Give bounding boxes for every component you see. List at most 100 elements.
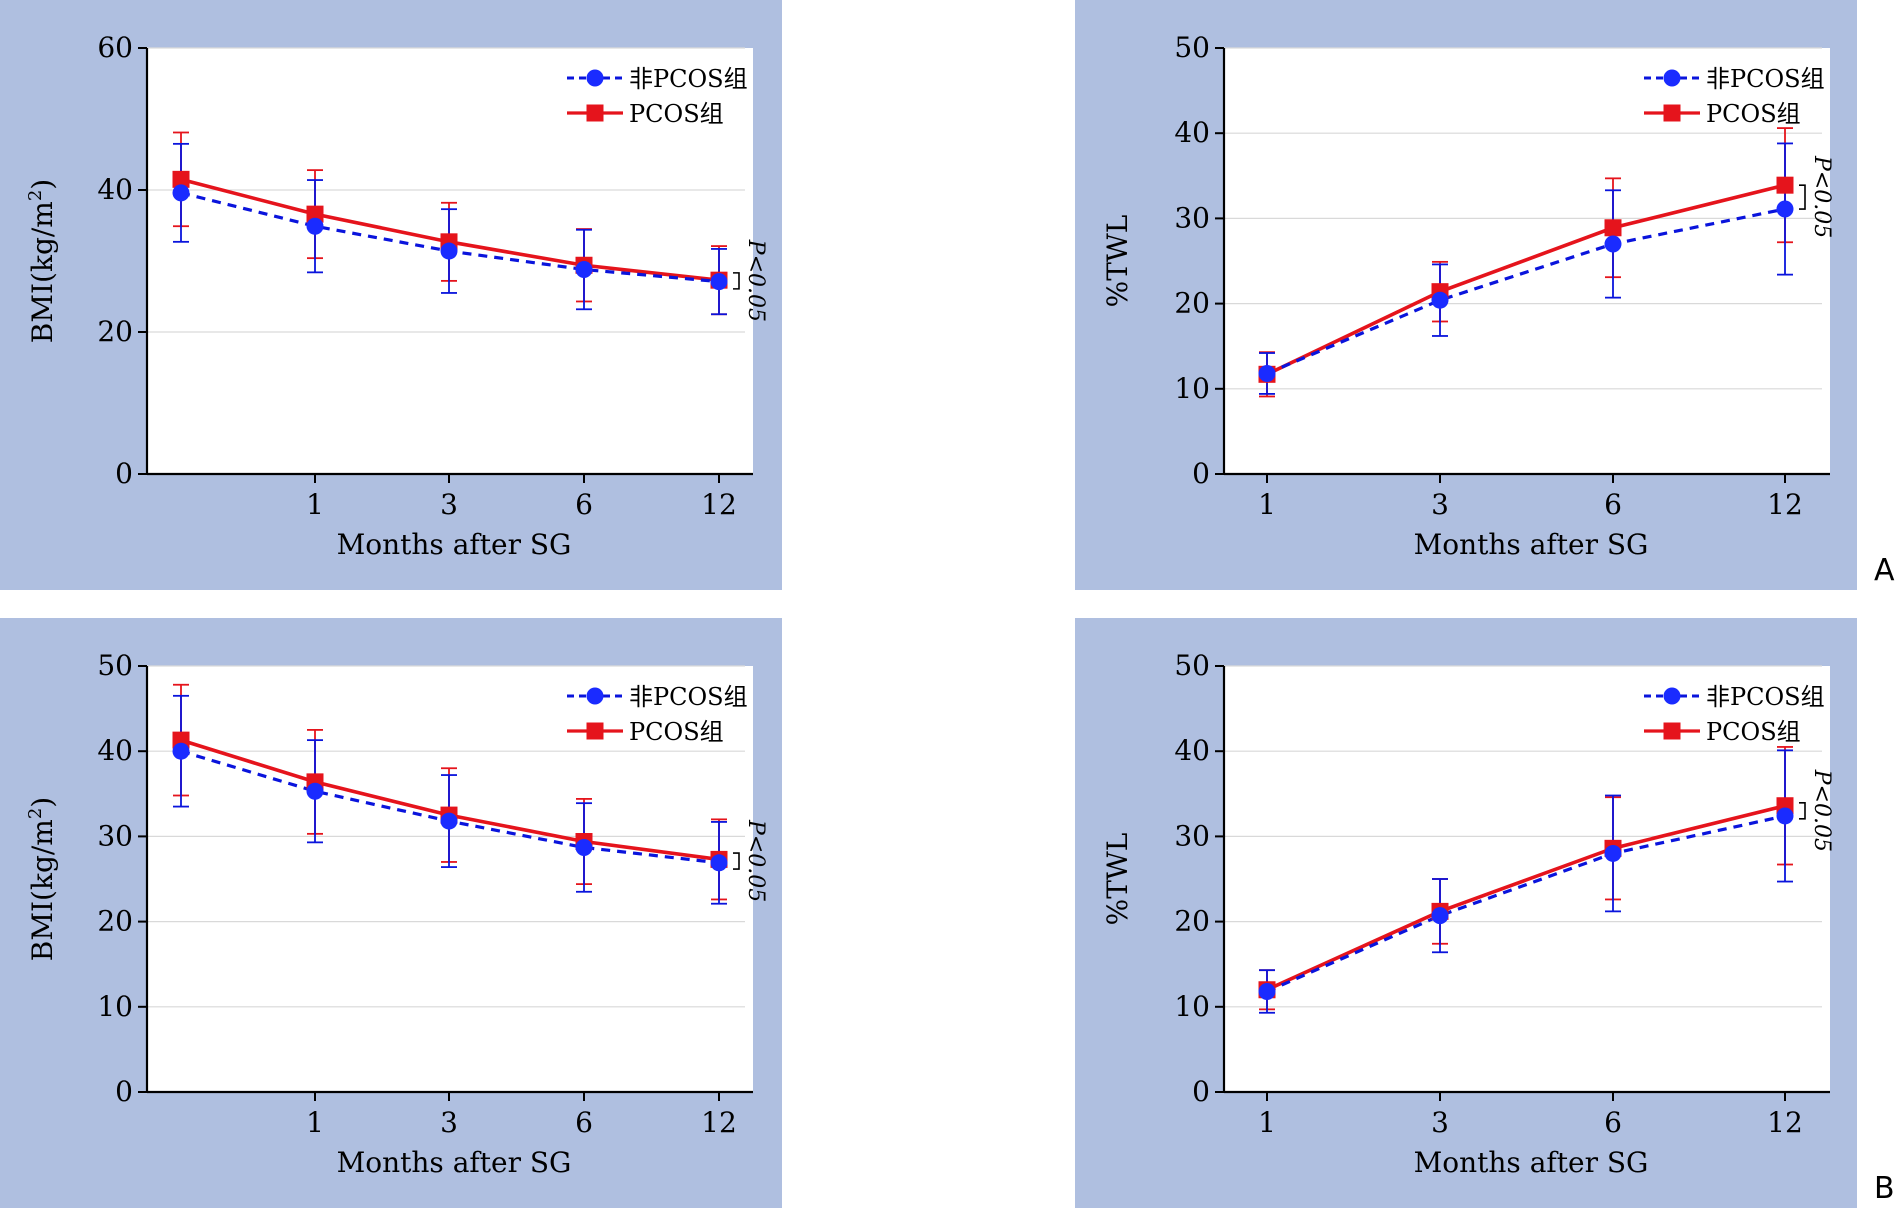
data-point-pcos [1776,176,1794,194]
y-axis-label: %TWL [1101,833,1134,926]
series-line-pcos [1266,803,1786,992]
y-tick-label: 50 [97,649,133,682]
y-axis-label: BMI(kg/m2) [25,797,59,962]
data-point-non-pcos [306,217,324,235]
x-tick-label: 1 [306,488,324,521]
y-tick-label: 30 [1174,201,1210,234]
y-tick-label: 40 [97,734,133,767]
legend-marker-pcos [586,722,604,740]
data-point-non-pcos [710,273,728,291]
significance-annotation: P<0.05 [743,239,768,322]
significance-bracket [733,852,740,870]
x-tick-label: 6 [575,488,593,521]
data-point-non-pcos [440,242,458,260]
y-tick-label: 30 [97,819,133,852]
data-point-non-pcos [1604,844,1622,862]
y-tick-label: 0 [115,1075,133,1108]
y-tick-label: 50 [1174,649,1210,682]
y-axis-label-close: ) [26,179,59,190]
plot-area [147,48,753,474]
chart-B-left: 0 10 20 30 40 50 1 3 6 12 Months after SG BMI(kg/m2… [0,618,782,1208]
legend-label-pcos: PCOS组 [629,718,724,746]
y-axis-label-close: ) [26,797,59,808]
x-tick-label: 6 [1604,488,1622,521]
data-point-non-pcos [1258,982,1276,1000]
significance-annotation: P<0.05 [1809,155,1834,238]
y-tick-label: 20 [1174,287,1210,320]
data-point-non-pcos [1431,907,1449,925]
panel-label-b: B [1874,1171,1895,1206]
data-point-pcos [306,205,324,223]
y-tick-label: 10 [97,990,133,1023]
legend-marker-non-pcos [586,69,604,87]
significance-bracket [1799,802,1806,820]
series-line-pcos [1266,183,1786,376]
data-point-non-pcos [1776,200,1794,218]
y-tick-label: 0 [115,457,133,490]
y-tick-label: 20 [97,905,133,938]
plot-area [147,666,753,1092]
legend-label-non-pcos: 非PCOS组 [629,683,748,711]
significance-annotation: P<0.05 [1809,769,1834,852]
data-point-non-pcos [306,782,324,800]
data-point-pcos [172,170,190,188]
chart-B-right: 0 10 20 30 40 50 1 3 6 12 Months after SG %TWL 非PCOS… [1075,618,1857,1208]
x-tick-label: 3 [1431,488,1449,521]
legend-marker-non-pcos [1663,687,1681,705]
y-axis-label: BMI(kg/m2) [25,179,59,344]
y-tick-label: 10 [1174,372,1210,405]
legend-marker-non-pcos [586,687,604,705]
x-tick-label: 3 [440,488,458,521]
x-tick-label: 1 [1258,488,1276,521]
y-tick-label: 20 [97,315,133,348]
y-axis-label: %TWL [1101,215,1134,308]
y-tick-label: 40 [1174,116,1210,149]
x-tick-label: 3 [1431,1106,1449,1139]
data-point-non-pcos [1431,291,1449,309]
y-tick-label: 50 [1174,31,1210,64]
significance-bracket [733,272,740,290]
legend-label-pcos: PCOS组 [629,100,724,128]
y-axis-label-sup: 2 [25,808,46,819]
x-tick-label: 12 [1767,488,1803,521]
chart-A-left: 0 20 40 60 1 3 6 12 Months after SG BMI(kg/m2) 非PC… [0,0,782,590]
x-axis-label: Months after SG [1414,528,1649,561]
y-axis-label-main: BMI(kg/m [26,201,59,343]
x-axis-label: Months after SG [1414,1146,1649,1179]
y-tick-label: 30 [1174,819,1210,852]
x-tick-label: 3 [440,1106,458,1139]
x-tick-label: 12 [1767,1106,1803,1139]
x-tick-label: 1 [1258,1106,1276,1139]
x-tick-label: 12 [701,1106,737,1139]
legend-marker-pcos [586,104,604,122]
data-point-non-pcos [1604,235,1622,253]
legend-label-non-pcos: 非PCOS组 [629,65,748,93]
data-point-non-pcos [575,838,593,856]
panel-label-a: A [1874,553,1895,588]
data-point-non-pcos [172,184,190,202]
legend-marker-non-pcos [1663,69,1681,87]
y-tick-label: 40 [97,173,133,206]
y-tick-label: 0 [1192,457,1210,490]
data-point-non-pcos [440,812,458,830]
significance-bracket [1799,184,1806,210]
x-tick-label: 12 [701,488,737,521]
data-point-non-pcos [710,854,728,872]
y-tick-label: 40 [1174,734,1210,767]
data-point-non-pcos [575,261,593,279]
y-tick-label: 0 [1192,1075,1210,1108]
legend-marker-pcos [1663,722,1681,740]
legend-label-non-pcos: 非PCOS组 [1706,65,1825,93]
x-tick-label: 6 [1604,1106,1622,1139]
series-line-non-pcos [1266,814,1786,993]
significance-annotation: P<0.05 [743,819,768,902]
x-axis-label: Months after SG [337,1146,572,1179]
data-point-non-pcos [1258,364,1276,382]
chart-A-right: 0 10 20 30 40 50 1 3 6 12 Months after SG %TWL 非PCOS… [1075,0,1857,590]
x-tick-label: 6 [575,1106,593,1139]
x-axis-label: Months after SG [337,528,572,561]
legend-label-pcos: PCOS组 [1706,718,1801,746]
y-axis-label-main: BMI(kg/m [26,819,59,961]
y-tick-label: 10 [1174,990,1210,1023]
